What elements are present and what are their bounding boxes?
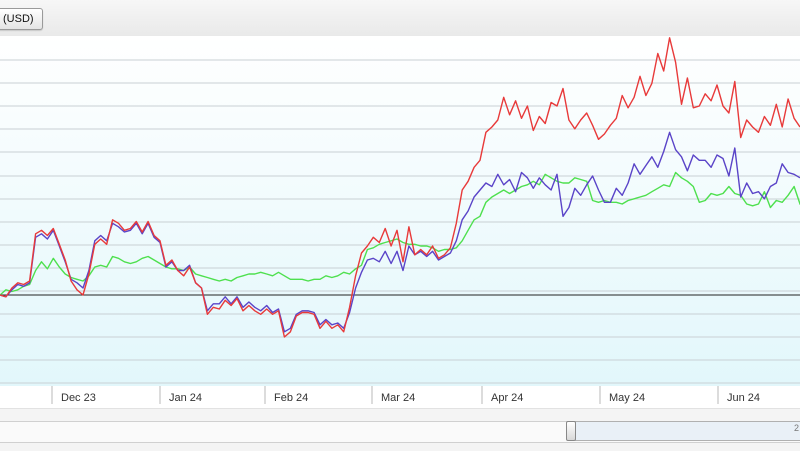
series-line-0 [0, 37, 800, 338]
chart-area: Dec 23 Jan 24 Feb 24 Mar 24 Apr 24 May 24 Jun … [0, 36, 800, 404]
grid-lines [0, 59, 800, 384]
x-tick-label: Dec 23 [61, 392, 96, 404]
series-line-2 [0, 171, 800, 296]
x-axis: Dec 23 Jan 24 Feb 24 Mar 24 Apr 24 May 24 Jun … [51, 386, 760, 404]
currency-button[interactable]: (USD) [0, 8, 43, 30]
x-tick-label: Jun 24 [727, 392, 760, 404]
x-tick-label: Jan 24 [169, 392, 202, 404]
scroll-window[interactable] [575, 421, 800, 441]
x-tick-label: Feb 24 [274, 392, 308, 404]
x-tick-label: Apr 24 [491, 392, 523, 404]
scroll-handle-left[interactable] [566, 421, 576, 441]
x-tick-label: Mar 24 [381, 392, 415, 404]
series-line-1 [0, 131, 800, 333]
scroll-right-label: 2 [794, 423, 800, 433]
scroll-area [0, 408, 800, 451]
x-tick-label: May 24 [609, 392, 645, 404]
scroll-track[interactable] [0, 421, 800, 443]
plot-background [0, 36, 800, 386]
toolbar: (USD) [0, 0, 800, 37]
series-lines [0, 37, 800, 338]
